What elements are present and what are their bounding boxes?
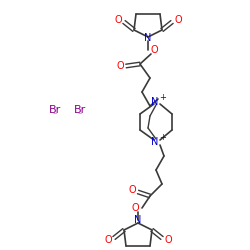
Text: O: O	[114, 15, 122, 25]
Text: +: +	[160, 132, 166, 141]
Text: +: +	[160, 92, 166, 102]
Text: N: N	[134, 215, 142, 225]
Text: O: O	[131, 203, 139, 213]
Text: O: O	[174, 15, 182, 25]
Text: O: O	[164, 235, 172, 245]
Text: N: N	[144, 33, 152, 43]
Text: Br: Br	[74, 105, 86, 115]
Text: Br: Br	[49, 105, 61, 115]
Text: O: O	[150, 45, 158, 55]
Text: ⁻: ⁻	[78, 110, 82, 120]
Text: N: N	[151, 97, 159, 107]
Text: O: O	[104, 235, 112, 245]
Text: O: O	[116, 61, 124, 71]
Text: O: O	[128, 185, 136, 195]
Text: N: N	[151, 137, 159, 147]
Text: ⁻: ⁻	[53, 110, 57, 120]
